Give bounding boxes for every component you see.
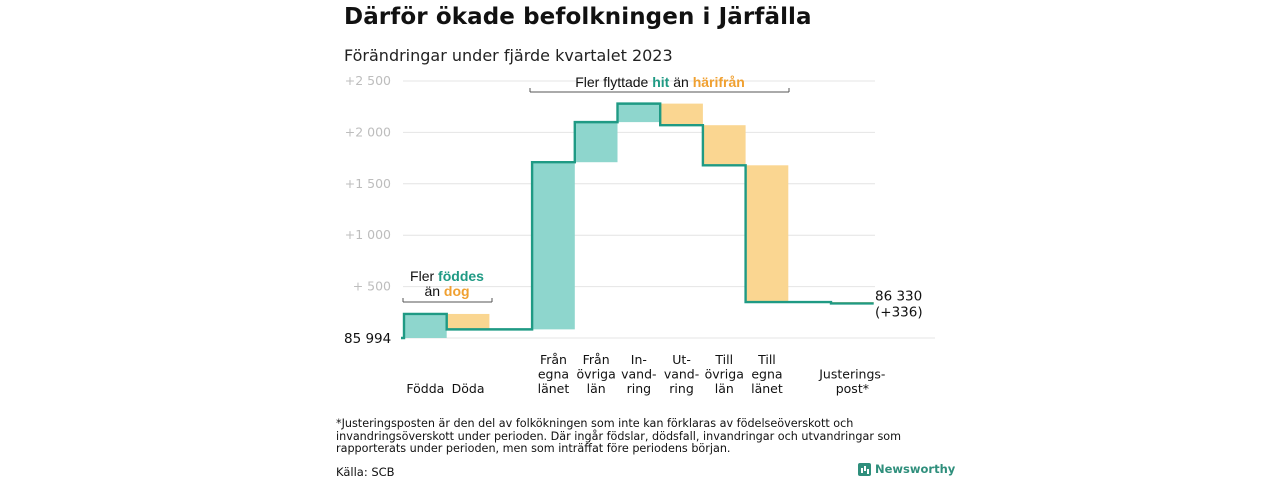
x-tick-label: övriga bbox=[577, 367, 616, 382]
x-tick-label: län bbox=[587, 381, 606, 396]
annotation-highlight-orange: dog bbox=[444, 283, 470, 299]
x-tick-label: Justerings- bbox=[818, 367, 885, 382]
x-tick-label: län bbox=[715, 381, 734, 396]
births-bracket bbox=[402, 298, 493, 303]
x-tick-label: länet bbox=[751, 381, 783, 396]
x-tick-label: In- bbox=[631, 352, 647, 367]
y-tick-label: +2 000 bbox=[345, 124, 391, 139]
bar bbox=[617, 103, 661, 123]
migration-bracket bbox=[529, 88, 790, 93]
x-tick-label: Födda bbox=[406, 381, 444, 396]
source-note: Källa: SCB bbox=[336, 465, 395, 479]
bar bbox=[574, 122, 618, 163]
waterfall-step-line bbox=[401, 102, 874, 340]
y-tick-labels: + 500 +1 000 +1 500 +2 000 +2 500 85 994 86 33… bbox=[344, 73, 923, 347]
x-tick-label: ring bbox=[669, 381, 693, 396]
brand-logo: Newsworthy bbox=[858, 462, 955, 476]
y-tick-label: +1 000 bbox=[345, 227, 391, 242]
bar bbox=[702, 125, 746, 166]
newsworthy-icon bbox=[858, 462, 871, 476]
annotation-text: Fler bbox=[410, 268, 438, 284]
y-tick-label: +1 500 bbox=[345, 176, 391, 191]
x-tick-label: Döda bbox=[452, 381, 485, 396]
x-tick-label: vand- bbox=[664, 367, 699, 382]
annotation-text: än bbox=[424, 283, 443, 299]
bar bbox=[404, 313, 447, 338]
start-value-label: 85 994 bbox=[344, 331, 391, 347]
annotation-text: än bbox=[669, 74, 692, 90]
annotation-highlight-orange: härifrån bbox=[693, 74, 745, 90]
step-line bbox=[401, 102, 874, 340]
x-tick-label: vand- bbox=[621, 367, 656, 382]
x-tick-label: Ut- bbox=[672, 352, 691, 367]
migration-annotation: Fler flyttade hit än härifrån bbox=[575, 74, 745, 90]
end-change-label: (+336) bbox=[875, 304, 923, 320]
x-tick-label: ring bbox=[627, 381, 651, 396]
end-value-label: 86 330 bbox=[875, 288, 922, 304]
x-tick-labels: Födda DödaFrånegnalänetFrånövrigalänIn-va… bbox=[406, 352, 885, 396]
annotation-text: Fler flyttade bbox=[575, 74, 652, 90]
bars bbox=[404, 103, 874, 338]
x-tick-label: egna bbox=[538, 367, 569, 382]
bar bbox=[446, 313, 490, 330]
chart-subtitle: Förändringar under fjärde kvartalet 2023 bbox=[344, 46, 673, 65]
x-tick-label: länet bbox=[538, 381, 570, 396]
x-tick-label: post* bbox=[836, 381, 869, 396]
x-tick-label: Från bbox=[583, 352, 610, 367]
x-tick-label: Till bbox=[757, 352, 776, 367]
x-tick-label: Till bbox=[714, 352, 733, 367]
births-annotation-line2: än dog bbox=[424, 283, 469, 299]
gridlines bbox=[403, 80, 935, 339]
x-tick-label: övriga bbox=[705, 367, 744, 382]
annotation-highlight-teal: hit bbox=[652, 74, 669, 90]
bar bbox=[532, 162, 575, 330]
bar bbox=[660, 103, 703, 126]
x-tick-label: Från bbox=[540, 352, 567, 367]
footnote: *Justeringsposten är den del av folkökni… bbox=[336, 417, 902, 455]
chart-title: Därför ökade befolkningen i Järfälla bbox=[344, 4, 812, 30]
bar bbox=[745, 165, 789, 303]
y-tick-label: + 500 bbox=[353, 279, 391, 294]
brand-name: Newsworthy bbox=[875, 462, 956, 476]
x-tick-label: egna bbox=[751, 367, 782, 382]
annotation-highlight-teal: föddes bbox=[438, 268, 484, 284]
y-tick-label: +2 500 bbox=[345, 73, 391, 88]
births-annotation-line1: Fler föddes bbox=[410, 268, 484, 284]
